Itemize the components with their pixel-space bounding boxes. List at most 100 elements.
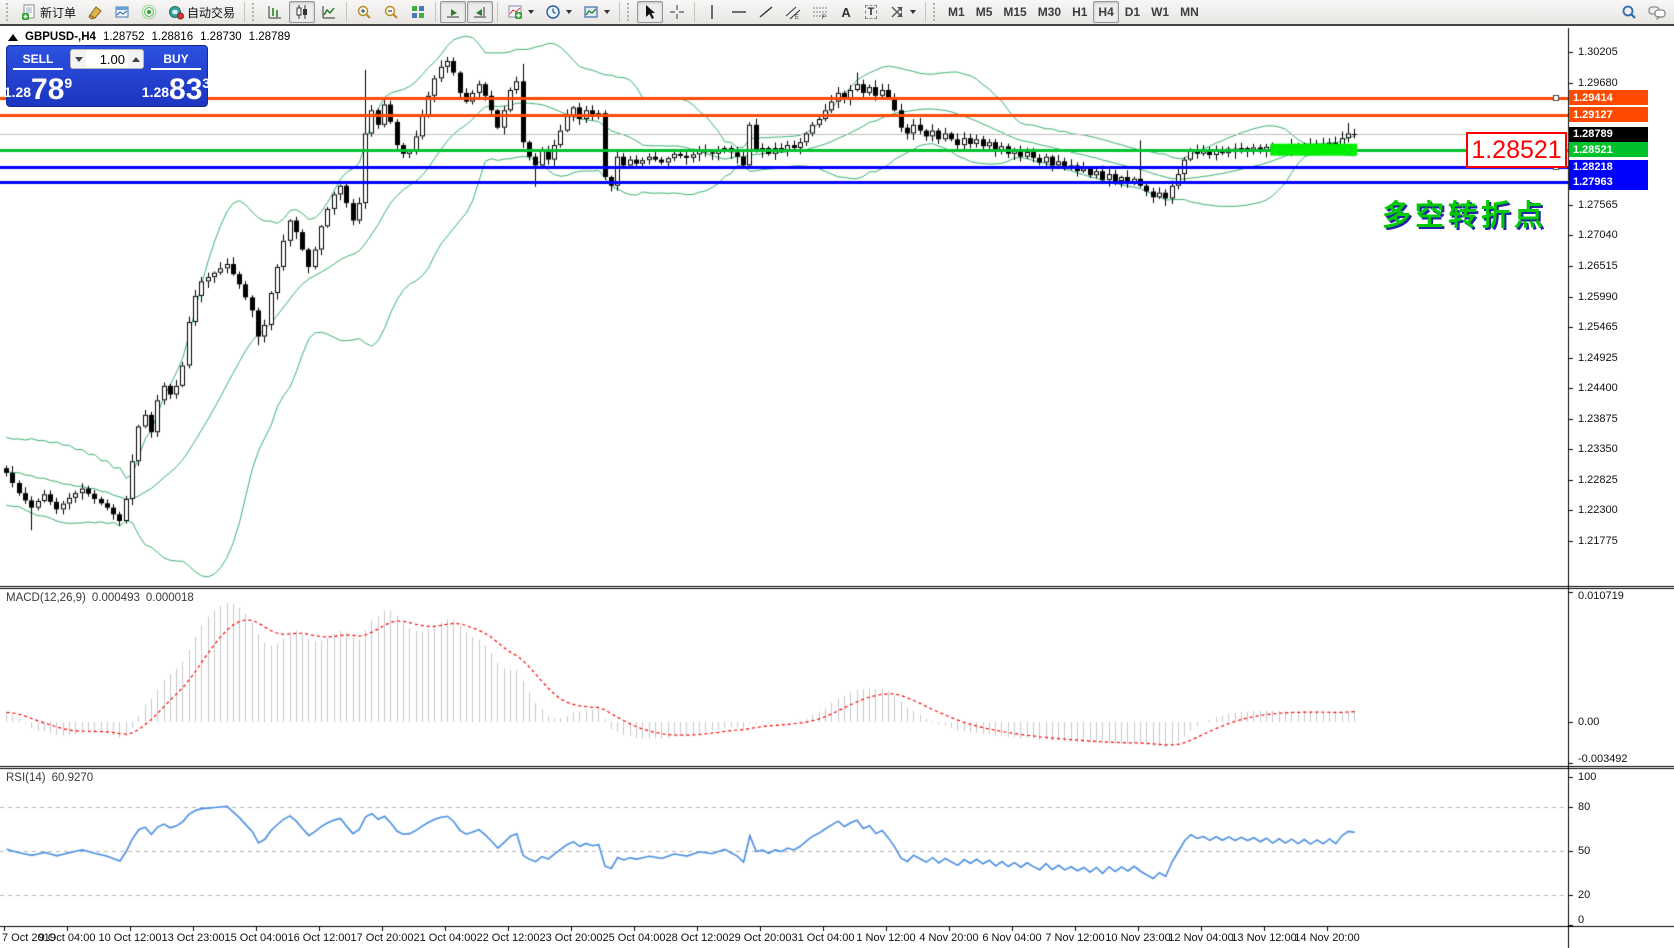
caret-down-icon bbox=[74, 56, 83, 62]
cursor-tool-button[interactable] bbox=[637, 1, 664, 23]
buy-price[interactable]: 1.28 83 3 bbox=[142, 70, 210, 106]
autotrading-button[interactable]: 自动交易 bbox=[163, 1, 240, 23]
toolbar-grip[interactable] bbox=[933, 3, 939, 21]
indicators-icon bbox=[508, 5, 523, 19]
sell-button[interactable]: SELL bbox=[13, 49, 63, 70]
toolbar-grip[interactable] bbox=[252, 3, 258, 21]
one-click-trading-panel: SELL BUY 1.28 78 9 1.28 83 3 bbox=[3, 45, 210, 107]
volume-decrease-button[interactable] bbox=[71, 50, 86, 68]
chart-window-button[interactable] bbox=[109, 1, 135, 23]
toolbar-separator bbox=[497, 2, 499, 22]
volume-input[interactable] bbox=[86, 50, 128, 68]
timeframe-h4-label: H4 bbox=[1098, 5, 1114, 19]
timeframe-d1-button[interactable]: D1 bbox=[1120, 1, 1145, 23]
timeframe-m15-button[interactable]: M15 bbox=[998, 1, 1031, 23]
zoom-in-icon bbox=[357, 5, 371, 19]
chart-shift-button[interactable] bbox=[467, 1, 494, 23]
vertical-line-tool-button[interactable] bbox=[699, 1, 725, 23]
templates-button[interactable] bbox=[578, 1, 615, 23]
timeframe-h1-button[interactable]: H1 bbox=[1067, 1, 1092, 23]
text-tool-button[interactable]: A bbox=[834, 1, 858, 23]
sell-price[interactable]: 1.28 78 9 bbox=[3, 70, 72, 106]
price-callout-box[interactable]: 1.28521 bbox=[1466, 132, 1567, 168]
price-axis-tick: 1.27565 bbox=[1578, 198, 1618, 211]
signals-button[interactable] bbox=[136, 1, 162, 23]
periods-button[interactable] bbox=[540, 1, 577, 23]
time-axis-label: 21 Oct 04:00 bbox=[413, 932, 477, 944]
timeframe-m30-label: M30 bbox=[1037, 5, 1062, 19]
timeframe-w1-button[interactable]: W1 bbox=[1146, 1, 1174, 23]
timeframe-m1-button[interactable]: M1 bbox=[943, 1, 970, 23]
timeframe-h1-label: H1 bbox=[1072, 5, 1088, 19]
time-axis-label: 31 Oct 04:00 bbox=[791, 932, 855, 944]
indicators-button[interactable] bbox=[502, 1, 539, 23]
caret-up-icon bbox=[131, 56, 140, 62]
time-axis-label: 9 Oct 04:00 bbox=[38, 932, 96, 944]
text-label-tool-button[interactable]: T bbox=[859, 1, 883, 23]
timeframe-mn-button[interactable]: MN bbox=[1175, 1, 1204, 23]
cursor-icon bbox=[646, 5, 656, 19]
timeframe-m30-button[interactable]: M30 bbox=[1033, 1, 1066, 23]
timeframe-m5-label: M5 bbox=[975, 5, 993, 19]
search-button[interactable] bbox=[1616, 1, 1642, 23]
toolbar-separator bbox=[925, 2, 927, 22]
toolbar-grip[interactable] bbox=[6, 3, 12, 21]
arrows-tool-button[interactable] bbox=[884, 1, 921, 23]
buy-label: BUY bbox=[163, 51, 189, 66]
toolbar-grip[interactable] bbox=[627, 3, 633, 21]
line-chart-button[interactable] bbox=[316, 1, 342, 23]
periods-dropdown-icon[interactable] bbox=[566, 10, 573, 14]
horizontal-line-tool-button[interactable] bbox=[726, 1, 752, 23]
chart-shift-icon bbox=[474, 7, 487, 18]
price-tag: 1.29127 bbox=[1569, 107, 1648, 123]
text-label-icon: T bbox=[864, 5, 878, 19]
zoom-in-button[interactable] bbox=[351, 1, 377, 23]
chart-window-icon bbox=[115, 6, 129, 18]
fibonacci-tool-button[interactable]: F bbox=[807, 1, 833, 23]
trendline-tool-button[interactable] bbox=[753, 1, 779, 23]
timeframe-m5-button[interactable]: M5 bbox=[971, 1, 998, 23]
metaeditor-button[interactable] bbox=[82, 1, 108, 23]
sell-price-prefix: 1.28 bbox=[3, 84, 32, 100]
collapse-quote-panel-icon[interactable] bbox=[8, 33, 18, 41]
chat-button[interactable] bbox=[1643, 1, 1671, 23]
bar-chart-button[interactable] bbox=[262, 1, 288, 23]
arrows-dropdown-icon[interactable] bbox=[910, 10, 917, 14]
price-tag: 1.28218 bbox=[1569, 159, 1648, 175]
volume-stepper bbox=[70, 49, 144, 69]
new-order-button[interactable]: 新订单 bbox=[16, 1, 81, 23]
volume-increase-button[interactable] bbox=[128, 50, 143, 68]
price-axis-tick: 1.23875 bbox=[1578, 412, 1618, 425]
timeframe-h4-button[interactable]: H4 bbox=[1093, 1, 1119, 23]
crosshair-tool-button[interactable] bbox=[664, 1, 690, 23]
auto-scroll-icon bbox=[447, 9, 460, 18]
toolbar-separator bbox=[244, 2, 246, 22]
zoom-out-button[interactable] bbox=[378, 1, 404, 23]
rsi-axis-tick: 20 bbox=[1578, 889, 1591, 902]
rsi-axis-tick: 100 bbox=[1578, 771, 1597, 783]
indicators-dropdown-icon[interactable] bbox=[528, 10, 535, 14]
signal-icon bbox=[141, 4, 157, 20]
rsi-value: 60.9270 bbox=[51, 772, 94, 784]
channel-tool-button[interactable]: E bbox=[780, 1, 806, 23]
buy-button[interactable]: BUY bbox=[151, 49, 201, 70]
svg-text:E: E bbox=[795, 15, 799, 20]
time-axis-label: 10 Nov 23:00 bbox=[1105, 932, 1171, 944]
time-axis-label: 1 Nov 12:00 bbox=[856, 932, 916, 944]
fibonacci-icon: F bbox=[813, 7, 828, 20]
new-order-label: 新订单 bbox=[40, 5, 77, 20]
auto-scroll-button[interactable] bbox=[440, 1, 467, 23]
quote-panel-gap bbox=[69, 70, 145, 106]
price-tag: 1.27963 bbox=[1569, 174, 1648, 190]
candlestick-chart-button[interactable] bbox=[289, 1, 316, 23]
vertical-line-icon bbox=[711, 5, 713, 19]
symbol-period-label: GBPUSD-,H4 bbox=[25, 31, 96, 43]
templates-dropdown-icon[interactable] bbox=[604, 10, 611, 14]
ohlc-high: 1.28816 bbox=[151, 31, 194, 43]
price-axis-tick: 1.30205 bbox=[1578, 46, 1618, 58]
price-axis-tick: 1.29680 bbox=[1578, 76, 1618, 89]
sell-label: SELL bbox=[22, 51, 54, 66]
tile-windows-button[interactable] bbox=[405, 1, 431, 23]
